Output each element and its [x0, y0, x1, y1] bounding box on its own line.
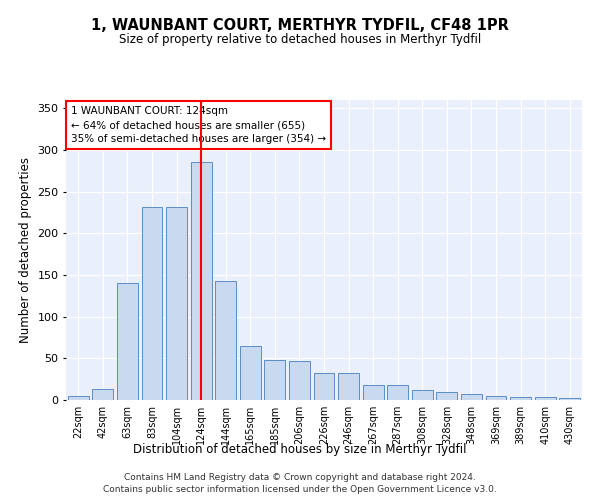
Bar — [362, 385, 383, 400]
Bar — [240, 346, 261, 400]
Bar — [68, 396, 89, 400]
Text: Contains HM Land Registry data © Crown copyright and database right 2024.: Contains HM Land Registry data © Crown c… — [124, 472, 476, 482]
Bar — [117, 284, 138, 400]
Bar — [535, 396, 556, 400]
Bar — [510, 396, 531, 400]
Bar — [436, 392, 457, 400]
Bar — [92, 389, 113, 400]
Text: Contains public sector information licensed under the Open Government Licence v3: Contains public sector information licen… — [103, 485, 497, 494]
Text: 1, WAUNBANT COURT, MERTHYR TYDFIL, CF48 1PR: 1, WAUNBANT COURT, MERTHYR TYDFIL, CF48 … — [91, 18, 509, 32]
Bar — [289, 361, 310, 400]
Y-axis label: Number of detached properties: Number of detached properties — [19, 157, 32, 343]
Bar — [265, 360, 286, 400]
Bar — [191, 162, 212, 400]
Text: 1 WAUNBANT COURT: 124sqm
← 64% of detached houses are smaller (655)
35% of semi-: 1 WAUNBANT COURT: 124sqm ← 64% of detach… — [71, 106, 326, 144]
Bar — [166, 206, 187, 400]
Bar — [215, 281, 236, 400]
Bar — [314, 374, 334, 400]
Bar — [338, 374, 359, 400]
Bar — [461, 394, 482, 400]
Text: Distribution of detached houses by size in Merthyr Tydfil: Distribution of detached houses by size … — [133, 442, 467, 456]
Bar — [142, 206, 163, 400]
Text: Size of property relative to detached houses in Merthyr Tydfil: Size of property relative to detached ho… — [119, 32, 481, 46]
Bar — [387, 385, 408, 400]
Bar — [485, 396, 506, 400]
Bar — [412, 390, 433, 400]
Bar — [559, 398, 580, 400]
